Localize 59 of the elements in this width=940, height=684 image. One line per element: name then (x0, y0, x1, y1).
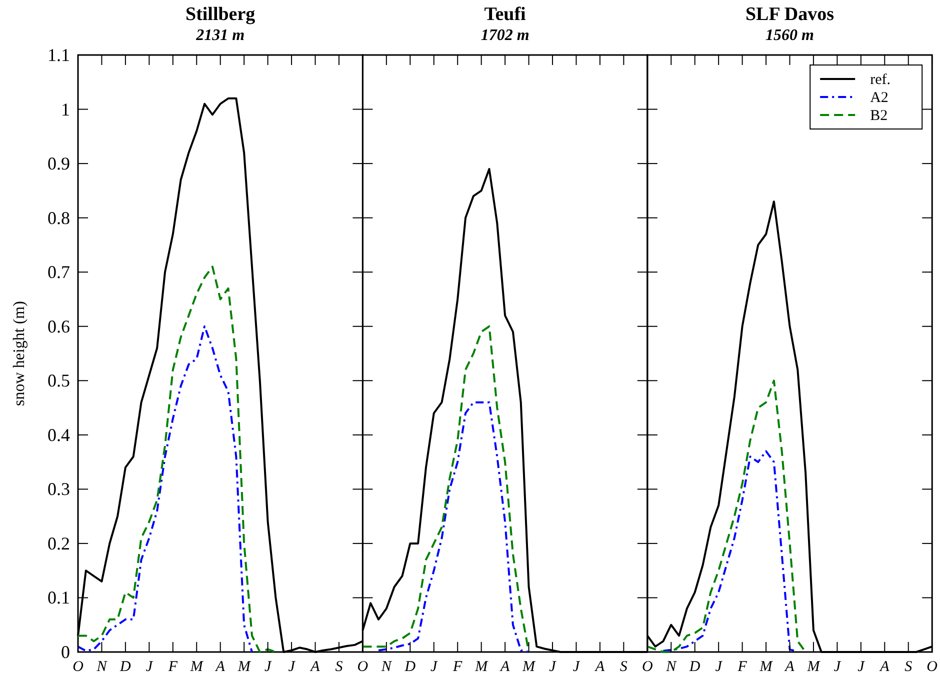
x-tick-label: A (310, 659, 321, 675)
x-tick-label: F (736, 659, 748, 675)
legend-label: B2 (870, 108, 888, 124)
legend-label: A2 (870, 90, 888, 106)
y-tick-label: 0.3 (48, 479, 70, 500)
x-tick-label: M (522, 659, 537, 675)
x-tick-label: J (430, 659, 439, 675)
x-tick-label: J (572, 659, 581, 675)
x-tick-label: M (758, 659, 774, 675)
x-tick-label: J (264, 659, 272, 675)
y-tick-label: 0.5 (48, 370, 70, 391)
x-tick-label: F (167, 659, 178, 675)
x-tick-label: N (96, 659, 108, 675)
chart-title: SLF Davos (745, 4, 834, 25)
y-tick-label: 0 (61, 642, 70, 662)
y-tick-label: 0.6 (48, 316, 70, 336)
x-tick-label: M (806, 659, 822, 675)
x-tick-label: F (452, 659, 464, 675)
x-tick-label: A (879, 659, 890, 675)
chart-subtitle: 1560 m (766, 27, 814, 44)
y-tick-label: 0.4 (48, 424, 70, 445)
x-tick-label: M (236, 659, 252, 675)
x-tick-label: N (665, 659, 678, 675)
legend-label: ref. (870, 72, 891, 88)
x-tick-label: A (499, 659, 510, 675)
chart-title: Stillberg (186, 4, 256, 25)
chart-subtitle: 2131 m (195, 27, 245, 44)
y-tick-label: 1.1 (48, 45, 70, 65)
x-tick-label: J (549, 659, 558, 675)
x-tick-label: J (834, 659, 842, 675)
x-tick-label: J (146, 659, 154, 675)
x-tick-label: M (189, 659, 204, 675)
x-tick-label: J (715, 659, 724, 675)
y-tick-label: 0.7 (48, 262, 70, 282)
y-tick-label: 0.9 (48, 154, 70, 174)
x-tick-label: O (72, 659, 84, 675)
x-tick-label: O (642, 659, 653, 675)
y-axis-title: snow height (m) (11, 301, 28, 406)
x-tick-label: J (288, 659, 296, 675)
y-tick-label: 1 (61, 99, 70, 120)
x-tick-label: J (858, 659, 866, 675)
x-tick-label: D (119, 659, 132, 675)
y-tick-label: 0.8 (48, 208, 70, 228)
x-tick-label: M (474, 659, 490, 675)
x-tick-label: A (784, 659, 796, 675)
x-tick-label: O (926, 659, 938, 675)
y-tick-label: 0.2 (48, 533, 70, 554)
x-tick-label: A (594, 659, 606, 675)
x-tick-label: D (404, 659, 416, 675)
x-tick-label: S (904, 659, 913, 675)
x-tick-label: D (688, 659, 700, 675)
chart-subtitle: 1702 m (480, 27, 530, 44)
x-tick-label: A (214, 659, 226, 675)
x-tick-label: O (357, 659, 368, 675)
x-tick-label: N (380, 659, 392, 675)
x-tick-label: S (620, 659, 628, 675)
y-tick-label: 0.1 (48, 588, 70, 608)
x-tick-label: S (335, 659, 344, 675)
chart-title: Teufi (484, 4, 526, 25)
